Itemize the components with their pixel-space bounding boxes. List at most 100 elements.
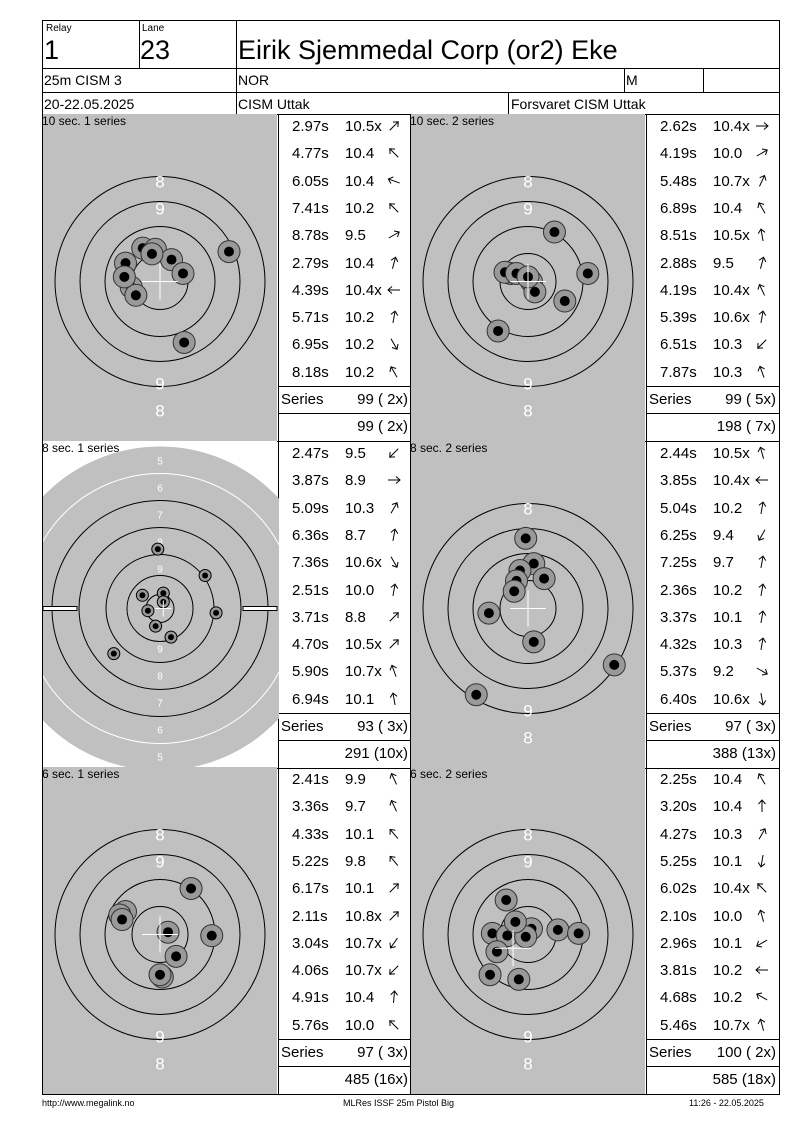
shot-direction-arrow-icon xyxy=(385,608,403,630)
shot-direction-arrow-icon xyxy=(753,1016,771,1038)
shot-direction-arrow-icon xyxy=(753,226,771,248)
shot-score: 10.3 xyxy=(345,499,375,517)
event-name: 25m CISM 3 xyxy=(44,72,122,88)
shot-time: 2.41s xyxy=(292,771,329,788)
shot-time: 6.36s xyxy=(292,526,329,544)
shot-row: 3.87s 8.9 xyxy=(292,472,410,490)
shot-row: 4.32s 10.3 xyxy=(660,636,778,654)
shot-hole-center xyxy=(609,659,620,670)
target-image: 5 5 6 6 7 7 8 8 9 9 xyxy=(43,441,279,768)
ring-number: 9 xyxy=(157,565,163,576)
shot-time: 6.89s xyxy=(660,199,697,217)
shot-score: 9.5 xyxy=(345,445,366,462)
shot-hole-center xyxy=(213,609,220,616)
grid-line xyxy=(278,1039,411,1040)
shot-hole-center xyxy=(485,969,496,980)
shot-hole-center xyxy=(513,974,524,985)
series-label: Series xyxy=(281,391,324,408)
series-title: 6 sec. 1 series xyxy=(42,767,120,781)
shot-direction-arrow-icon xyxy=(385,144,403,166)
shot-hole-center xyxy=(179,337,190,348)
shot-hole-center xyxy=(549,227,560,238)
shot-hole-center xyxy=(520,931,531,942)
shot-hole-center xyxy=(573,928,584,939)
shot-row: 4.27s 10.3 xyxy=(660,826,778,844)
grid-line xyxy=(42,20,780,21)
shot-time: 2.36s xyxy=(660,581,697,599)
grid-line xyxy=(42,92,780,93)
shot-direction-arrow-icon xyxy=(385,281,403,303)
shot-score: 8.9 xyxy=(345,472,366,490)
shot-hole-center xyxy=(471,689,482,700)
shot-time: 3.71s xyxy=(292,608,329,626)
grid-line xyxy=(646,713,779,714)
series-total: 93 ( 3x) xyxy=(357,718,408,735)
shot-row: 4.19s 10.0 xyxy=(660,145,778,163)
shot-row: 3.37s 10.1 xyxy=(660,609,778,627)
series-title: 6 sec. 2 series xyxy=(410,767,488,781)
shot-direction-arrow-icon xyxy=(753,144,771,166)
ring-number: 8 xyxy=(523,1055,532,1074)
shot-row: 3.81s 10.2 xyxy=(660,962,778,980)
grid-line xyxy=(410,767,411,1095)
footer-software: MLRes ISSF 25m Pistol Big xyxy=(343,1098,455,1108)
shot-row: 5.22s 9.8 xyxy=(292,853,410,871)
shot-hole-center xyxy=(502,930,513,941)
shot-hole-center xyxy=(493,325,504,336)
shot-row: 5.04s 10.2 xyxy=(660,500,778,518)
shot-hole-center xyxy=(154,546,161,553)
grid-line xyxy=(278,413,411,414)
shot-score: 10.3 xyxy=(713,336,743,354)
shot-row: 4.70s 10.5x xyxy=(292,636,410,654)
shot-hole-center xyxy=(166,254,177,265)
shot-row: 2.97s 10.5x xyxy=(292,118,410,136)
cumulative-total: 585 (18x) xyxy=(712,1071,776,1088)
shot-score: 9.9 xyxy=(345,771,366,788)
shot-score: 10.0 xyxy=(713,145,743,163)
shot-hole-center xyxy=(178,268,188,279)
ring-number: 9 xyxy=(155,853,164,872)
target-ring xyxy=(78,527,242,690)
shot-direction-arrow-icon xyxy=(753,117,771,139)
shot-time: 5.39s xyxy=(660,309,697,327)
shot-row: 8.51s 10.5x xyxy=(660,227,778,245)
shot-hole-center xyxy=(509,586,520,597)
shot-row: 2.79s 10.4 xyxy=(292,255,410,273)
target-ring xyxy=(79,854,241,1015)
shot-time: 5.25s xyxy=(660,852,697,870)
shot-time: 5.48s xyxy=(660,172,697,190)
shot-hole-center xyxy=(529,286,540,297)
shot-score: 10.7x xyxy=(345,962,382,980)
shot-row: 7.25s 9.7 xyxy=(660,554,778,572)
shot-hole-center xyxy=(163,927,174,938)
shot-row: 6.02s 10.4x xyxy=(660,880,778,898)
shot-direction-arrow-icon xyxy=(753,934,771,956)
shot-row: 6.40s 10.6x xyxy=(660,691,778,709)
shot-score: 9.8 xyxy=(345,852,366,870)
shot-time: 4.70s xyxy=(292,636,329,654)
shot-hole-center xyxy=(528,558,539,569)
ring-number: 9 xyxy=(523,702,532,721)
shot-score: 10.4 xyxy=(713,771,743,788)
grid-line xyxy=(410,1094,779,1095)
shot-time: 4.32s xyxy=(660,636,697,654)
shot-direction-arrow-icon xyxy=(753,690,771,712)
cumulative-total: 388 (13x) xyxy=(712,745,776,762)
shot-time: 6.51s xyxy=(660,336,697,354)
series-label: Series xyxy=(281,1044,324,1061)
shot-time: 5.76s xyxy=(292,1016,329,1034)
footer-url[interactable]: http://www.megalink.no xyxy=(42,1098,135,1108)
shot-row: 6.17s 10.1 xyxy=(292,880,410,898)
shot-time: 4.19s xyxy=(660,281,697,299)
grid-line xyxy=(779,20,780,1095)
target-ring xyxy=(54,176,266,387)
shot-time: 7.25s xyxy=(660,554,697,572)
shot-row: 5.09s 10.3 xyxy=(292,500,410,518)
shot-row: 2.11s 10.8x xyxy=(292,908,410,926)
series-title: 8 sec. 1 series xyxy=(42,441,120,455)
shot-direction-arrow-icon xyxy=(753,199,771,221)
shot-score: 10.3 xyxy=(713,363,743,381)
shot-score: 10.2 xyxy=(345,336,375,354)
shot-time: 8.78s xyxy=(292,227,329,245)
shot-direction-arrow-icon xyxy=(753,635,771,657)
